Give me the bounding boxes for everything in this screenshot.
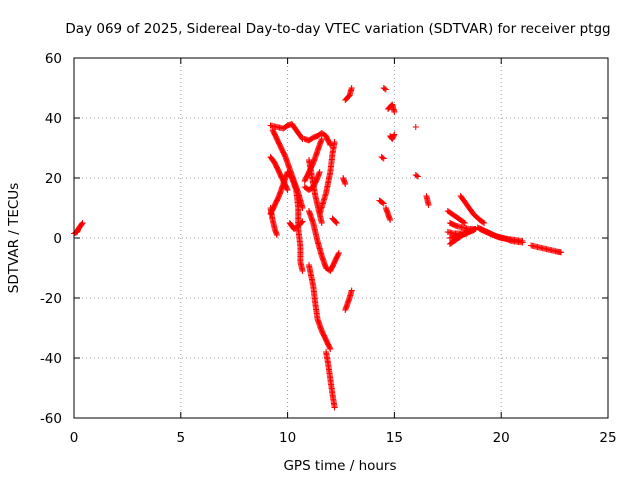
axis-ticks: 0 5 10 15 20 25 -60 -40 -20 0 20 40 60	[40, 51, 617, 446]
data-point	[464, 230, 471, 237]
data-point	[327, 346, 334, 352]
y-tick-label: 0	[53, 231, 62, 247]
data-point	[332, 219, 339, 226]
x-tick-label: 15	[386, 430, 403, 446]
y-tick-label: -40	[40, 351, 62, 367]
y-tick-label: 20	[45, 171, 62, 187]
data-point	[331, 404, 338, 411]
data-point	[284, 185, 291, 192]
data-point	[460, 219, 467, 226]
data-point	[335, 250, 342, 256]
data-point	[348, 85, 355, 91]
data-point	[273, 232, 280, 238]
data-point	[299, 268, 306, 274]
data-point	[519, 238, 526, 244]
data-point	[284, 187, 291, 193]
y-tick-label: 60	[45, 51, 62, 67]
data-point	[412, 124, 419, 130]
data-point	[379, 199, 386, 206]
data-point	[470, 227, 477, 234]
data-point	[316, 169, 323, 175]
x-tick-label: 20	[493, 430, 510, 446]
data-point	[380, 155, 387, 162]
data-point	[382, 86, 389, 93]
data-point	[299, 218, 306, 225]
x-tick-label: 25	[599, 430, 616, 446]
data-point	[390, 132, 397, 139]
data-point	[298, 219, 305, 226]
data-point	[318, 220, 325, 226]
data-point	[335, 251, 342, 258]
data-point	[326, 344, 333, 351]
data-point	[79, 220, 86, 226]
x-tick-label: 5	[177, 430, 186, 446]
y-tick-label: -20	[40, 291, 62, 307]
data-point	[391, 109, 398, 115]
data-point	[481, 220, 488, 226]
data-points	[71, 85, 565, 411]
data-point	[331, 139, 338, 145]
x-axis-label: GPS time / hours	[283, 458, 396, 474]
data-point	[381, 85, 388, 92]
data-point	[78, 221, 85, 227]
data-point	[387, 217, 394, 223]
data-point	[379, 154, 386, 161]
data-point	[461, 220, 468, 226]
y-tick-label: 40	[45, 111, 62, 127]
data-point	[425, 202, 432, 208]
y-tick-label: -60	[40, 411, 62, 427]
data-point	[413, 172, 420, 179]
data-point	[414, 173, 421, 180]
data-point	[558, 249, 565, 256]
data-point	[342, 181, 349, 187]
plot-frame	[73, 57, 609, 419]
x-tick-label: 0	[70, 430, 79, 446]
x-tick-label: 10	[279, 430, 296, 446]
data-point	[380, 200, 387, 207]
y-axis-label: SDTVAR / TECUs	[6, 183, 22, 293]
data-point	[480, 219, 487, 226]
data-point	[326, 140, 333, 147]
data-point	[333, 220, 340, 226]
chart-title: Day 069 of 2025, Sidereal Day-to-day VTE…	[65, 21, 610, 37]
data-point	[348, 287, 355, 294]
data-point	[298, 134, 305, 141]
data-point	[391, 131, 398, 138]
data-point	[318, 136, 325, 142]
